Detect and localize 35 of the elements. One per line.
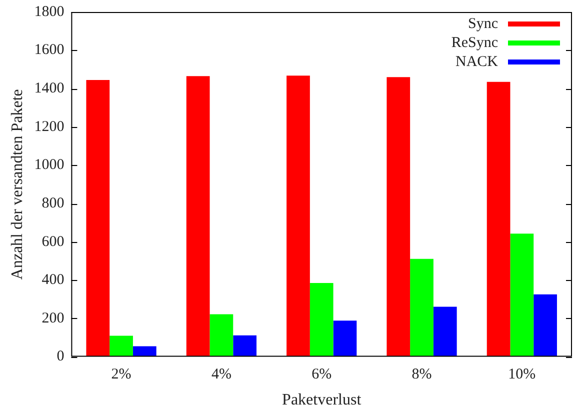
bar — [410, 258, 434, 356]
y-tick-label: 200 — [42, 310, 64, 326]
bar — [333, 320, 357, 356]
bar — [186, 76, 210, 356]
bar — [86, 80, 110, 356]
y-tick-label: 400 — [42, 272, 64, 288]
x-axis-title: Paketverlust — [282, 392, 362, 409]
y-tick-label: 800 — [42, 195, 64, 212]
bar — [210, 314, 234, 356]
legend-label: ReSync — [451, 34, 498, 51]
x-tick-label: 10% — [508, 366, 536, 383]
bar — [132, 346, 156, 356]
y-tick-label: 1600 — [34, 42, 64, 58]
legend-label: Sync — [468, 16, 498, 32]
bar — [310, 283, 334, 356]
bar — [233, 335, 256, 356]
bar — [386, 77, 410, 356]
y-axis-title: Anzahl der versandten Pakete — [8, 89, 26, 280]
y-tick-label: 1400 — [34, 80, 64, 97]
y-tick-label: 1200 — [34, 118, 64, 135]
x-tick-label: 4% — [211, 366, 232, 383]
bar — [286, 76, 310, 356]
bar — [510, 234, 534, 356]
bar — [110, 336, 133, 356]
y-tick-label: 1000 — [34, 157, 64, 174]
x-tick-label: 8% — [412, 366, 432, 383]
bar — [486, 82, 510, 356]
y-tick-label: 600 — [42, 234, 64, 250]
y-tick-label: 1800 — [34, 4, 64, 20]
x-tick-label: 6% — [312, 366, 332, 383]
legend-label: NACK — [455, 54, 498, 70]
bar — [534, 294, 557, 356]
bar — [433, 306, 457, 356]
y-tick-label: 0 — [56, 348, 64, 365]
x-tick-label: 2% — [111, 366, 132, 383]
